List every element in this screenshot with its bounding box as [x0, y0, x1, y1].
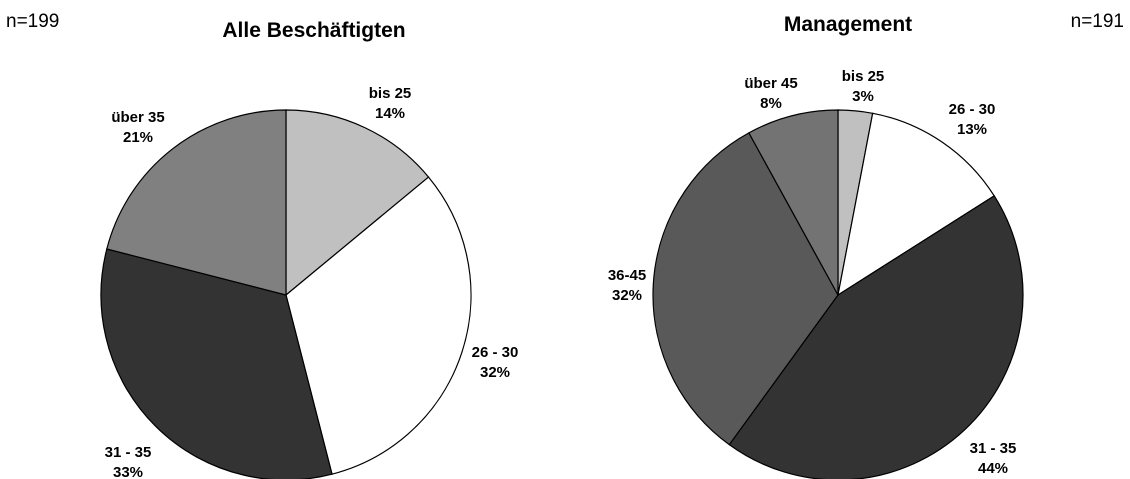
slice-value-label: 3% — [852, 88, 874, 105]
slice-label: 31 - 35 — [970, 440, 1017, 457]
slice-value-label: 32% — [612, 287, 642, 304]
slice-value-label: 8% — [760, 95, 782, 112]
pie-chart-management: n=191 Management bis 25 3% 26 - 30 13% 31 - … — [565, 0, 1130, 479]
slice-value-label: 14% — [375, 105, 405, 122]
chart-title: Alle Beschäftigten — [222, 19, 406, 42]
pie-svg: bis 25 3% 26 - 30 13% 31 - 35 44% 36-45 32% über… — [608, 68, 1024, 479]
pie-slice — [285, 176, 472, 475]
slice-label: 36-45 — [608, 267, 646, 284]
chart-title: Management — [783, 13, 913, 36]
slice-value-label: 33% — [113, 464, 143, 479]
slice-label: über 45 — [744, 75, 797, 92]
pie-slice — [106, 109, 287, 296]
pie-svg: bis 25 14% 26 - 30 32% 31 - 35 33% über 35 21% — [100, 85, 519, 479]
pie-slice — [748, 109, 839, 296]
sample-size-label: n=191 — [1070, 11, 1124, 32]
pie-slice — [652, 132, 839, 446]
slice-label: über 35 — [111, 109, 164, 126]
slice-value-label: 44% — [978, 460, 1008, 477]
slice-label: bis 25 — [369, 85, 412, 102]
slice-label: 26 - 30 — [949, 101, 996, 118]
slice-value-label: 21% — [123, 129, 153, 146]
slice-value-label: 32% — [480, 364, 510, 381]
slice-value-label: 13% — [957, 121, 987, 138]
slice-label: 26 - 30 — [472, 344, 519, 361]
pie-slice — [100, 248, 333, 479]
pie-chart-all-employees: n=199 Alle Beschäftigten bis 25 14% 26 - 3… — [6, 11, 519, 479]
sample-size-label: n=199 — [6, 11, 60, 32]
pie-slice — [728, 195, 1024, 479]
slice-label: 31 - 35 — [105, 444, 152, 461]
pie-slice — [285, 109, 430, 297]
pie-slice — [837, 112, 996, 297]
slice-label: bis 25 — [842, 68, 885, 85]
